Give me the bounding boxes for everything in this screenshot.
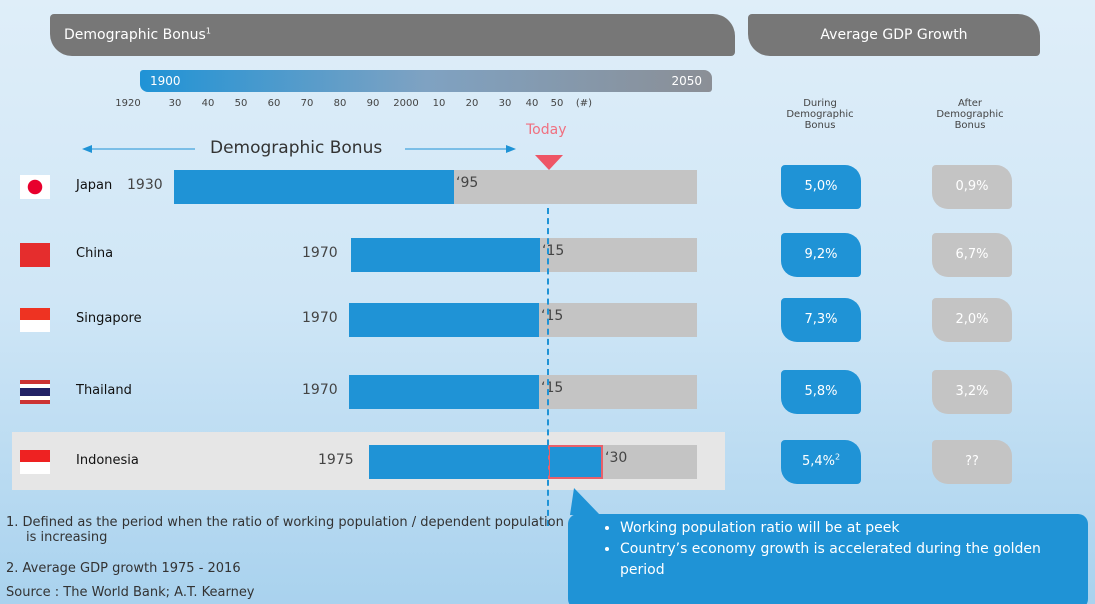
bar-bonus <box>349 375 539 409</box>
sup: 1 <box>205 26 211 36</box>
bar-after <box>454 170 697 204</box>
start-label: 1970 <box>302 310 338 326</box>
gdp-after: 0,9% <box>932 165 1012 209</box>
right-header: Average GDP Growth <box>748 14 1040 56</box>
country: Japan <box>76 178 113 193</box>
end-label: ‘15 <box>542 243 565 259</box>
start-label: 1930 <box>127 177 163 193</box>
bar-bonus <box>174 170 454 204</box>
flag <box>20 308 50 332</box>
column-header: After Demographic Bonus <box>936 98 1004 131</box>
tick-label: 30 <box>168 98 182 109</box>
arrow-head <box>506 145 516 153</box>
sup: 2 <box>834 452 841 462</box>
gdp-after: 2,0% <box>932 298 1012 342</box>
end-label: ‘15 <box>541 308 564 324</box>
callout-shape <box>568 488 1088 604</box>
country: Singapore <box>76 311 142 326</box>
bar-after <box>540 238 697 272</box>
start-label: 1970 <box>302 382 338 398</box>
today-marker <box>535 155 563 170</box>
gdp-after: 3,2% <box>932 370 1012 414</box>
tick-label: 50 <box>550 98 564 109</box>
timeline-start: 1900 <box>150 74 181 88</box>
right-title: Average GDP Growth <box>820 27 968 43</box>
gdp-during: 9,2% <box>781 233 861 277</box>
start-label: 1970 <box>302 245 338 261</box>
gdp-after: 6,7% <box>932 233 1012 277</box>
gdp-during: 5,8% <box>781 370 861 414</box>
bar-after <box>603 445 697 479</box>
callout-item: Working population ratio will be at peek <box>620 518 1080 539</box>
footnote: 2. Average GDP growth 1975 - 2016 <box>6 561 241 576</box>
bar-after <box>539 375 697 409</box>
tick-label: 30 <box>498 98 512 109</box>
bonus-label: Demographic Bonus <box>210 138 383 158</box>
flag <box>20 450 50 474</box>
tick-label: 40 <box>525 98 539 109</box>
country: China <box>76 246 114 261</box>
tick-label: 20 <box>465 98 479 109</box>
gdp-after: ?? <box>932 440 1012 484</box>
gdp-during: 5,4%2 <box>781 440 861 484</box>
end-label: ‘15 <box>541 380 564 396</box>
tick-label: 70 <box>300 98 314 109</box>
callout-item: Country’s economy growth is accelerated … <box>620 539 1080 581</box>
flag <box>20 243 50 267</box>
future-box <box>548 445 603 479</box>
left-title: Demographic Bonus <box>64 27 206 43</box>
bar-bonus <box>351 238 540 272</box>
left-header: Demographic Bonus1 <box>50 14 735 56</box>
tick-label: 80 <box>333 98 347 109</box>
bar-bonus <box>349 303 539 337</box>
gdp-during: 5,0% <box>781 165 861 209</box>
tick-label: 2000 <box>393 98 419 109</box>
today: Today <box>526 122 567 138</box>
flag <box>20 175 50 199</box>
flag <box>20 380 50 404</box>
country: Indonesia <box>76 453 139 468</box>
today-line <box>547 208 549 526</box>
gdp-during: 7,3% <box>781 298 861 342</box>
end-label: ‘30 <box>605 450 628 466</box>
column-header: During Demographic Bonus <box>786 98 854 131</box>
footnote: 1. Defined as the period when the ratio … <box>6 515 564 545</box>
timeline: 1900 2050 <box>140 70 712 92</box>
tick-label: (#) <box>575 98 593 109</box>
tick-label: 1920 <box>115 98 141 109</box>
end-label: ‘95 <box>456 175 479 191</box>
callout: Working population ratio will be at peek… <box>600 518 1080 581</box>
start-label: 1975 <box>318 452 354 468</box>
tick-label: 50 <box>234 98 248 109</box>
bar-after <box>539 303 697 337</box>
country: Thailand <box>76 383 132 398</box>
tick-label: 90 <box>366 98 380 109</box>
tick-label: 40 <box>201 98 215 109</box>
source: Source : The World Bank; A.T. Kearney <box>6 585 255 600</box>
bar-bonus <box>369 445 603 479</box>
tick-label: 10 <box>432 98 446 109</box>
arrow-head <box>82 145 92 153</box>
tick-label: 60 <box>267 98 281 109</box>
timeline-end: 2050 <box>671 74 702 88</box>
